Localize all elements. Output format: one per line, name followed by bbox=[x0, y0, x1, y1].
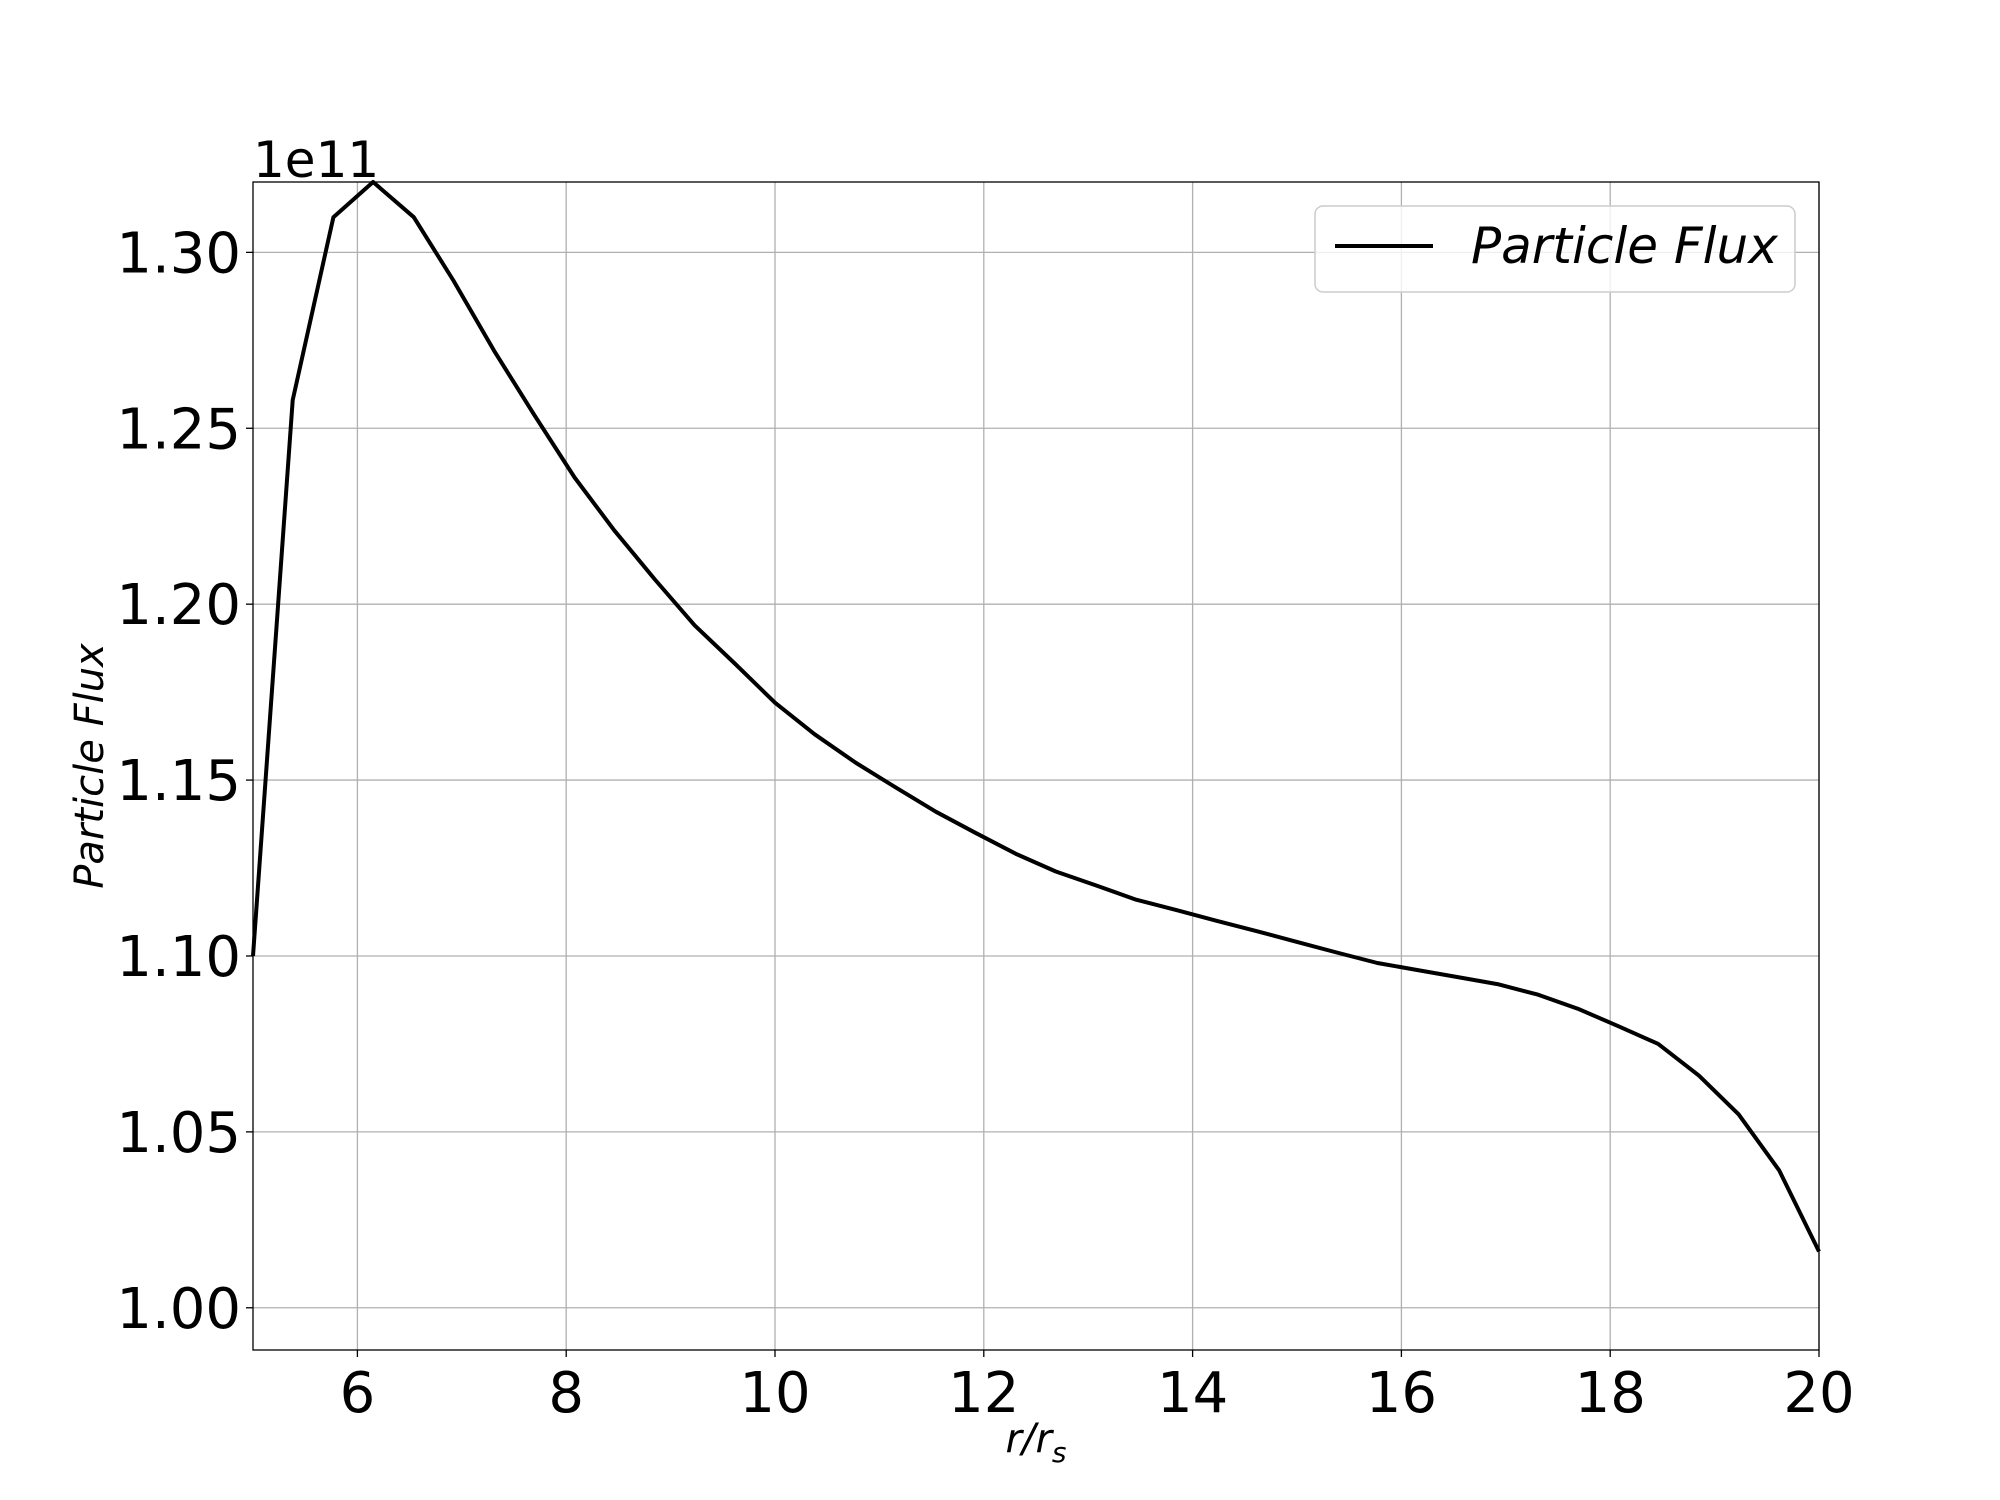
plot-frame bbox=[252, 181, 1820, 1351]
y-tick-label: 1.30 bbox=[116, 221, 241, 286]
x-axis-label: r/rs bbox=[1006, 1416, 1067, 1469]
plot-background bbox=[253, 182, 1819, 1350]
x-axis-ticks: 6 8 10 12 14 16 18 20 bbox=[340, 1350, 1855, 1426]
x-tick-label: 10 bbox=[739, 1361, 810, 1426]
y-tick-label: 1.10 bbox=[116, 925, 241, 990]
series-layer bbox=[251, 180, 1821, 1253]
x-axis-label-subscript: s bbox=[1052, 1436, 1067, 1469]
series-line-particle-flux bbox=[251, 180, 1821, 1253]
x-tick-label: 12 bbox=[948, 1361, 1019, 1426]
y-offset-label: 1e11 bbox=[253, 131, 379, 189]
y-tick-label: 1.20 bbox=[116, 573, 241, 638]
grid bbox=[253, 182, 1820, 1350]
x-tick-label: 20 bbox=[1783, 1361, 1854, 1426]
x-tick-label: 14 bbox=[1157, 1361, 1228, 1426]
y-tick-label: 1.15 bbox=[116, 749, 241, 814]
x-tick-label: 16 bbox=[1366, 1361, 1437, 1426]
x-tick-label: 8 bbox=[548, 1361, 584, 1426]
x-tick-label: 18 bbox=[1575, 1361, 1646, 1426]
x-axis-label-main: r/r bbox=[1006, 1416, 1055, 1462]
legend-box bbox=[1314, 205, 1796, 293]
y-tick-label: 1.00 bbox=[116, 1277, 241, 1342]
x-tick-label: 6 bbox=[340, 1361, 376, 1426]
y-tick-label: 1.25 bbox=[116, 397, 241, 462]
legend-label: Particle Flux bbox=[1471, 217, 1778, 275]
legend: Particle Flux bbox=[1314, 205, 1796, 293]
y-axis-ticks: 1.00 1.05 1.10 1.15 1.20 1.25 1.30 bbox=[116, 221, 253, 1342]
y-tick-label: 1.05 bbox=[116, 1101, 241, 1166]
y-axis-label: Particle Flux bbox=[67, 643, 113, 889]
